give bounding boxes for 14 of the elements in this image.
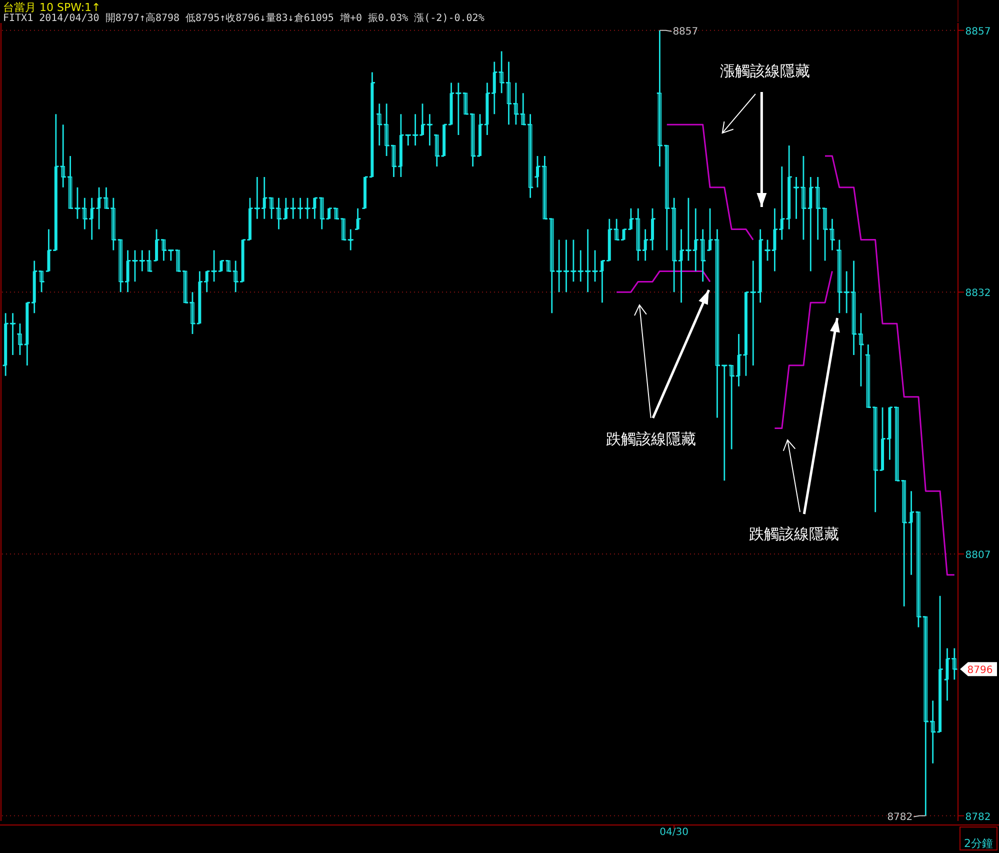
y-tick-label: 8807 <box>965 550 991 561</box>
annotation: 8857 <box>672 26 698 38</box>
chart-subtitle: FITX1 2014/04/30 開8797↑高8798 低8795↑收8796↓量83↓倉61095 增+0 振0.03% 漲(-2)-0.02% <box>3 12 484 24</box>
x-tick-label: 04/30 <box>660 827 688 838</box>
annotation: 8782 <box>887 812 913 823</box>
annotation: 跌觸該線隱藏 <box>748 525 839 543</box>
text: 8796 <box>967 665 993 676</box>
y-tick-label: 8832 <box>965 288 991 300</box>
text: 2分鐘 <box>964 837 993 850</box>
annotation: 漲觸該線隱藏 <box>720 62 810 80</box>
annotation: 跌觸該線隱藏 <box>606 430 696 448</box>
chart-title: 台當月 10 SPW:1↑ <box>3 1 101 14</box>
y-tick-label: 8782 <box>965 812 991 823</box>
y-tick-label: 8857 <box>965 26 991 38</box>
